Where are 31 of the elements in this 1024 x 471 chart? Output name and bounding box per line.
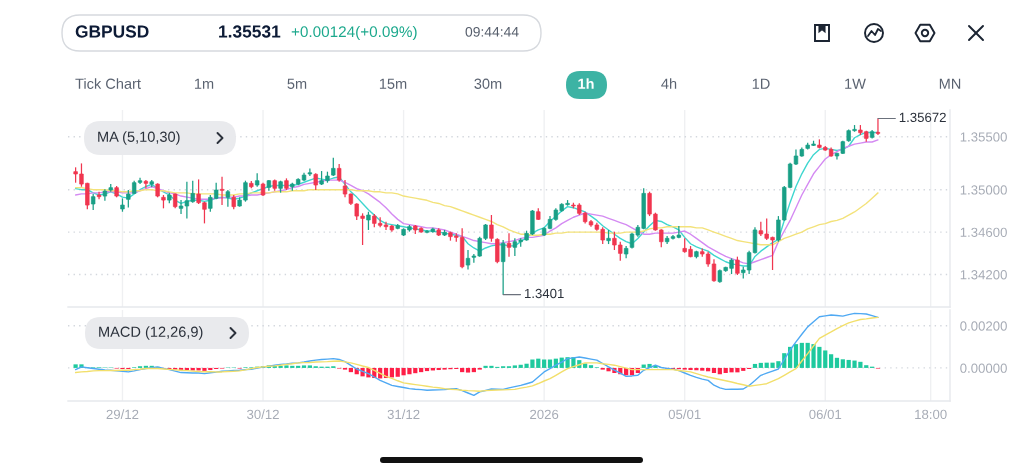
text: MN [939, 78, 961, 89]
annotation: MA (5,10,30) [98, 131, 180, 145]
annotation: 1.35672 [899, 112, 946, 123]
text: 1m [194, 78, 214, 89]
x-tick-label: 29/12 [106, 409, 139, 420]
text: 09:44:44 [465, 26, 519, 37]
x-tick-label: 05/01 [668, 409, 701, 420]
y-tick-label: 1.34200 [960, 270, 1007, 280]
x-tick-label: 30/12 [247, 409, 279, 420]
text: Tick Chart [75, 78, 141, 89]
annotation: 1.3401 [524, 288, 564, 299]
x-tick-label: 2026 [530, 409, 559, 420]
text: 15m [379, 78, 407, 89]
y-tick-label: 0.00000 [960, 363, 1007, 373]
text: 1W [845, 78, 866, 89]
text: 1D [752, 78, 770, 89]
text: 5m [287, 78, 307, 89]
text: +0.00124(+0.09%) [291, 25, 417, 41]
y-tick-label: 1.35000 [960, 185, 1007, 195]
y-tick-label: 0.00200 [960, 321, 1007, 331]
text: 30m [474, 78, 502, 89]
x-tick-label: 18:00 [915, 409, 947, 420]
chart-title: GBPUSD [75, 25, 149, 38]
x-tick-label: 06/01 [809, 409, 842, 420]
x-tick-label: 31/12 [387, 409, 420, 420]
y-tick-label: 1.35500 [960, 132, 1007, 142]
text: 1h [578, 78, 594, 89]
y-tick-label: 1.34600 [960, 227, 1007, 237]
annotation: MACD (12,26,9) [99, 326, 203, 340]
text: 1.35531 [219, 25, 281, 38]
text: 4h [661, 78, 677, 89]
